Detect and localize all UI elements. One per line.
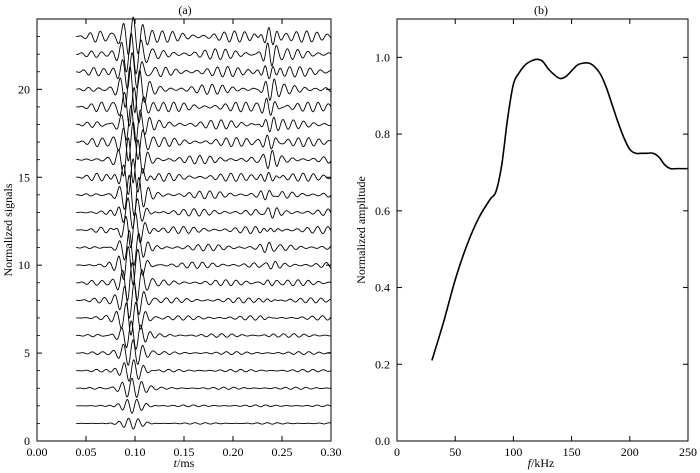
panel-b-x-tick-label: 200	[621, 445, 639, 459]
panel-b-x-tick-label: 0	[394, 445, 400, 459]
panel-b-label: (b)	[534, 3, 548, 17]
panel-a-y-axis-title: Normalized signals	[1, 183, 15, 276]
seismic-trace	[76, 417, 332, 430]
seismic-trace	[76, 197, 332, 230]
panel-b-y-tick-label: 0.8	[375, 127, 390, 141]
seismic-trace	[76, 229, 332, 267]
seismic-trace	[76, 121, 332, 162]
panel-a-x-tick-label: 0.00	[27, 445, 48, 459]
panel-b-x-axis-title: f/kHz	[528, 456, 555, 470]
panel-a-y-tick-label: 10	[18, 258, 30, 272]
panel-b-y-tick-label: 0.2	[375, 357, 390, 371]
seismic-trace	[76, 261, 332, 302]
seismic-trace	[76, 398, 332, 414]
seismic-trace	[76, 301, 332, 336]
seismic-trace	[76, 282, 332, 319]
panel-b-y-axis-title: Normalized amplitude	[354, 176, 368, 284]
panel-a-x-axis-italic: t	[174, 456, 178, 470]
seismic-trace	[76, 174, 332, 217]
panel-a-x-tick-label: 0.30	[321, 445, 342, 459]
seismic-trace	[76, 211, 332, 249]
panel-b-spectrum: (b) 0 50 100 150 200 250 0.0 0.2 0.4 0.6 0.8 1.0 f/…	[354, 3, 697, 470]
panel-b-x-tick-label: 100	[504, 445, 522, 459]
panel-a-frame	[36, 18, 332, 442]
panel-a-seismograms: (a) 0.00 0.05 0.10 0.15 0.20 0.25 0.30 0 5 10 15 20…	[1, 3, 342, 470]
panel-a-y-tick-label: 20	[18, 82, 30, 96]
seismic-trace	[76, 51, 332, 90]
seismic-trace	[76, 137, 332, 184]
panel-a-x-axis-unit: /ms	[177, 456, 195, 470]
panel-a-y-tick-label: 15	[18, 170, 30, 184]
panel-a-y-tick-label: 0	[24, 434, 30, 448]
seismic-trace	[76, 339, 332, 366]
seismic-trace	[76, 377, 332, 398]
panel-b-x-tick-label: 250	[679, 445, 697, 459]
panel-b-y-tick-label: 0.6	[375, 204, 390, 218]
panel-a-x-tick-label: 0.10	[125, 445, 146, 459]
seismic-trace	[76, 245, 332, 286]
spectrum-curve	[431, 58, 688, 361]
seismic-trace	[76, 158, 332, 195]
panel-a-traces	[76, 16, 332, 430]
panel-a-x-tick-label: 0.05	[76, 445, 97, 459]
panel-b-y-tick-label: 0.0	[375, 434, 390, 448]
panel-b-y-tick-label: 0.4	[375, 281, 390, 295]
panel-b-axes: 0 50 100 150 200 250 0.0 0.2 0.4 0.6 0.8 1.0	[375, 19, 697, 459]
panel-b-frame	[396, 18, 689, 442]
panel-b-x-tick-label: 50	[449, 445, 461, 459]
panel-a-x-tick-label: 0.20	[223, 445, 244, 459]
panel-a-x-tick-label: 0.15	[174, 445, 195, 459]
seismic-trace	[76, 16, 332, 56]
seismic-trace	[76, 104, 332, 144]
panel-b-x-tick-label: 150	[563, 445, 581, 459]
panel-a-x-axis-title: t/ms	[174, 456, 195, 470]
seismic-trace	[76, 320, 332, 350]
seismic-trace	[76, 65, 332, 114]
seismic-trace	[76, 86, 332, 127]
panel-a-label: (a)	[178, 3, 191, 17]
panel-a-axes: 0.00 0.05 0.10 0.15 0.20 0.25 0.30 0 5 10 15 20	[18, 19, 342, 459]
panel-a-y-tick-label: 5	[24, 346, 30, 360]
panel-b-x-axis-italic: f	[528, 456, 533, 470]
seismic-trace	[76, 32, 332, 75]
seismic-trace	[76, 359, 332, 382]
panel-a-x-tick-label: 0.25	[272, 445, 293, 459]
panel-b-x-axis-unit: /kHz	[531, 456, 554, 470]
panel-b-y-tick-label: 1.0	[375, 50, 390, 64]
